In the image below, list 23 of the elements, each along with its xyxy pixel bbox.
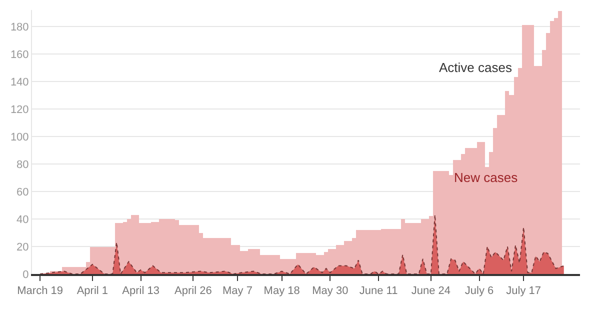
y-tick-label: 140 xyxy=(10,76,29,88)
x-tick-label: July 6 xyxy=(464,284,494,297)
annotation: Active cases xyxy=(439,60,512,75)
x-tick-label: April 26 xyxy=(174,284,212,297)
y-tick-label: 100 xyxy=(10,131,29,144)
y-tick-label: 80 xyxy=(16,158,29,171)
x-tick-label: May 30 xyxy=(312,284,348,297)
x-tick-label: June 11 xyxy=(359,284,398,297)
y-tick-label: 180 xyxy=(10,21,29,34)
y-tick-label: 40 xyxy=(16,214,29,226)
x-tick-label: July 17 xyxy=(506,284,542,297)
y-tick-label: 120 xyxy=(10,104,29,116)
x-tick-label: May 7 xyxy=(222,284,252,297)
x-tick-label: April 1 xyxy=(76,284,108,297)
y-tick-label: 0 xyxy=(22,268,29,281)
y-tick-label: 20 xyxy=(16,241,29,254)
x-tick-label: April 13 xyxy=(122,284,160,297)
y-tick-label: 60 xyxy=(16,186,29,198)
y-tick-label: 160 xyxy=(10,48,29,61)
x-tick-label: March 19 xyxy=(17,284,63,297)
annotation: New cases xyxy=(454,170,518,185)
x-tick-label: June 24 xyxy=(411,284,450,297)
x-tick-label: May 18 xyxy=(264,284,300,297)
